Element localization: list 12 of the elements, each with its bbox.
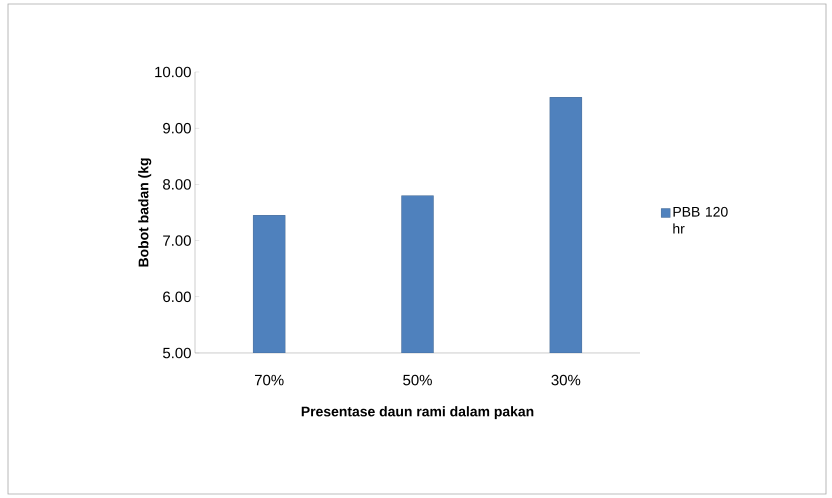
y-tick-label: 7.00 xyxy=(163,235,191,246)
y-axis-title: Bobot badan (kg xyxy=(138,158,152,267)
x-axis-title: Presentase daun rami dalam pakan xyxy=(302,406,534,420)
legend-label: PBB 120 hr xyxy=(673,206,728,234)
y-tick-label: 10.00 xyxy=(155,66,191,78)
y-tick-label: 8.00 xyxy=(163,179,191,190)
x-tick-label: 30% xyxy=(551,374,580,386)
x-tick-label: 70% xyxy=(254,374,284,386)
y-tick-label: 9.00 xyxy=(163,122,191,134)
y-tick-label: 5.00 xyxy=(163,348,191,358)
x-tick-label: 50% xyxy=(403,374,432,386)
y-tick-label: 6.00 xyxy=(163,291,191,302)
